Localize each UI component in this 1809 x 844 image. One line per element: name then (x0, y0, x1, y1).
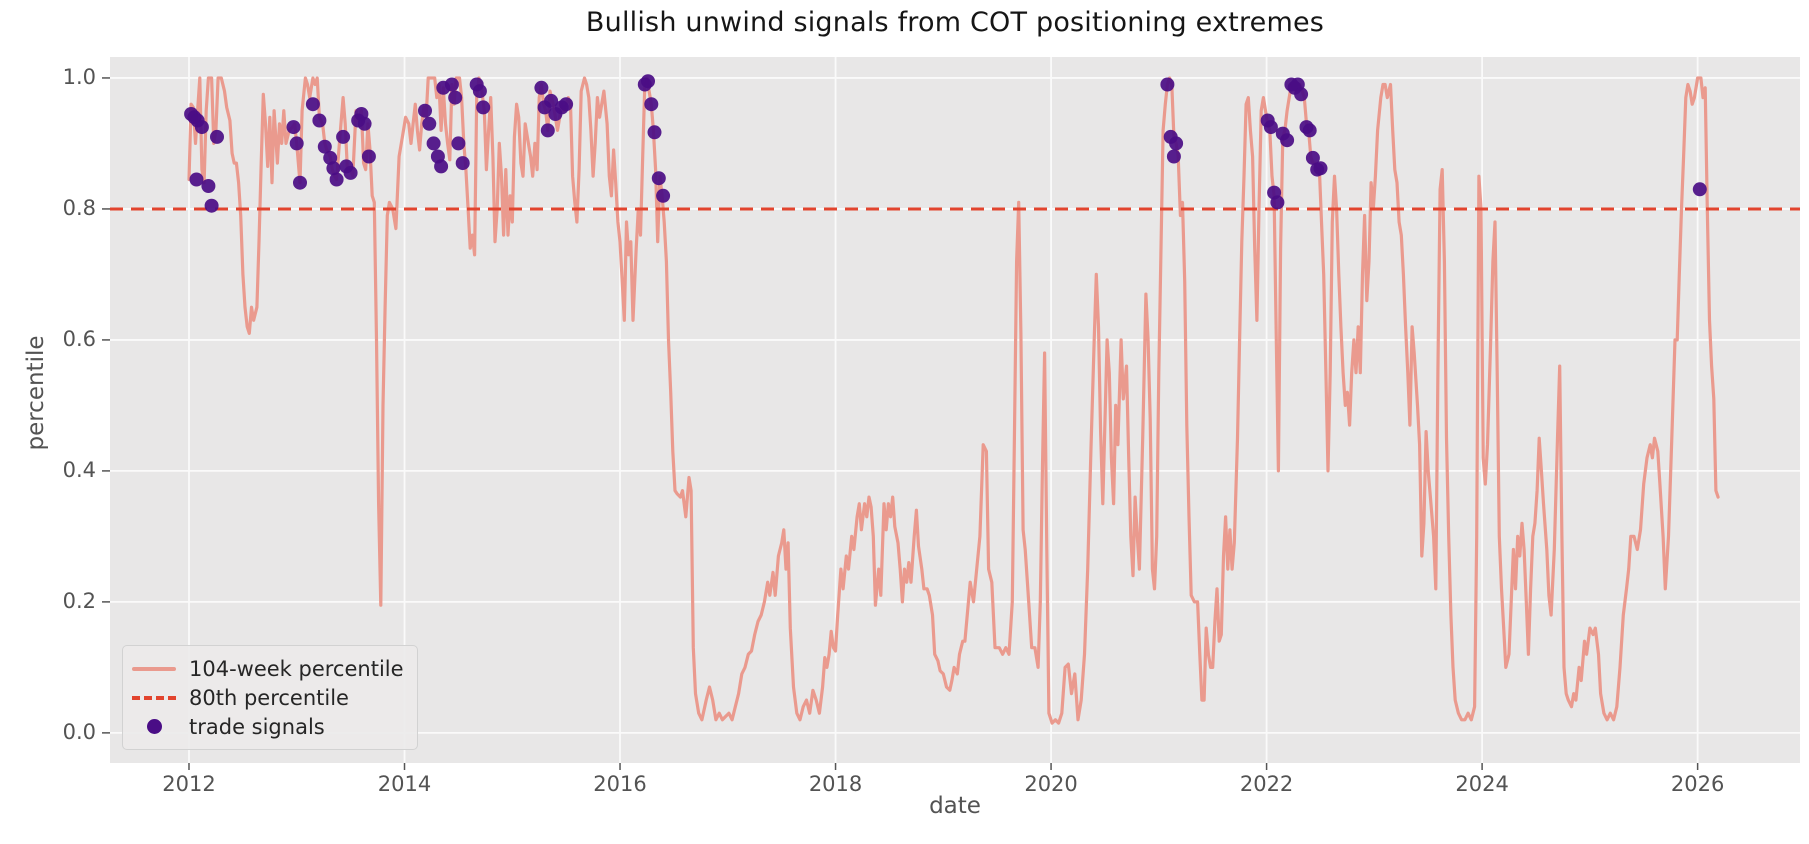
dot-swatch-icon (131, 719, 177, 734)
x-tick-label: 2014 (377, 772, 432, 796)
trade-signal-dot (201, 179, 216, 193)
trade-signal-dot (329, 172, 344, 187)
legend-item-label: 104-week percentile (189, 656, 404, 681)
trade-signal-dot (194, 120, 209, 135)
trade-signal-dot (305, 97, 320, 112)
trade-signal-dot (312, 113, 327, 128)
x-tick-label: 2026 (1670, 772, 1725, 796)
trade-signal-dot (1270, 195, 1285, 210)
x-tick-label: 2022 (1239, 772, 1294, 796)
trade-signal-dot (534, 80, 549, 95)
y-tick-label: 0.8 (62, 195, 96, 220)
trade-signal-dot (1305, 150, 1320, 165)
x-axis-label: date (929, 793, 981, 819)
trade-signal-dot (361, 149, 376, 164)
trade-signal-dot (336, 129, 351, 144)
trade-signal-dot (644, 97, 659, 112)
y-tick-label: 1.0 (62, 64, 96, 89)
y-tick-label: 0.0 (62, 719, 96, 744)
trade-signal-dot (444, 77, 459, 92)
trade-signal-dot (1313, 161, 1328, 176)
y-axis-label: percentile (23, 335, 49, 451)
trade-signal-dot (651, 171, 666, 186)
trade-signal-dot (326, 161, 341, 176)
trade-signal-dot (1294, 87, 1309, 102)
x-tick-label: 2024 (1455, 772, 1509, 796)
trade-signal-dot (357, 116, 372, 131)
trade-signal-dot (1692, 182, 1707, 197)
trade-signal-dot (1160, 77, 1175, 92)
trade-signal-dot (540, 123, 555, 138)
trade-signal-dot (476, 100, 491, 115)
trade-signal-dot (451, 136, 466, 151)
legend-item-line: 104-week percentile (131, 654, 407, 683)
trade-signal-dot (1280, 133, 1295, 148)
trade-signal-dot (286, 120, 301, 135)
x-tick-label: 2012 (162, 772, 216, 796)
trade-signal-dot (1166, 149, 1181, 164)
trade-signal-dot (343, 165, 358, 180)
trade-signal-dot (434, 159, 449, 174)
legend-item-label: 80th percentile (189, 685, 349, 710)
trade-signal-dot (647, 125, 662, 140)
trade-signal-dot (426, 136, 441, 151)
chart-title: Bullish unwind signals from COT position… (585, 7, 1325, 38)
legend-item-signals: trade signals (131, 712, 407, 741)
legend-item-threshold: 80th percentile (131, 683, 407, 712)
line-swatch-icon (131, 666, 177, 671)
x-tick-label: 2018 (808, 772, 863, 796)
trade-signal-dot (204, 198, 219, 213)
trade-signal-dot (472, 84, 487, 99)
y-tick-label: 0.6 (62, 326, 96, 351)
trade-signal-dot (422, 116, 437, 131)
x-tick-label: 2020 (1024, 772, 1078, 796)
percentile-line (187, 76, 1720, 725)
y-tick-label: 0.2 (62, 588, 96, 613)
trade-signal-dot (559, 97, 574, 112)
dashed-line-swatch-icon (131, 695, 177, 700)
trade-signal-dot (641, 74, 655, 89)
trade-signal-dot (1263, 120, 1278, 135)
trade-signal-dot (1169, 136, 1184, 151)
trade-signal-dot (289, 136, 304, 151)
trade-signal-dot (293, 175, 307, 190)
trade-signal-dot (317, 139, 332, 154)
trade-signal-dot (418, 103, 432, 118)
trade-signal-dot (448, 90, 463, 105)
y-tick-label: 0.4 (62, 457, 96, 482)
trade-signal-dot (544, 93, 559, 108)
trade-signal-dot (189, 172, 204, 187)
trade-signal-dot (455, 156, 470, 171)
trade-signal-dot (210, 129, 224, 144)
trade-signal-dot (1302, 123, 1317, 138)
legend: 104-week percentile 80th percentile trad… (122, 645, 418, 750)
legend-item-label: trade signals (189, 714, 325, 739)
x-tick-label: 2016 (593, 772, 647, 796)
trade-signal-dot (656, 188, 671, 203)
